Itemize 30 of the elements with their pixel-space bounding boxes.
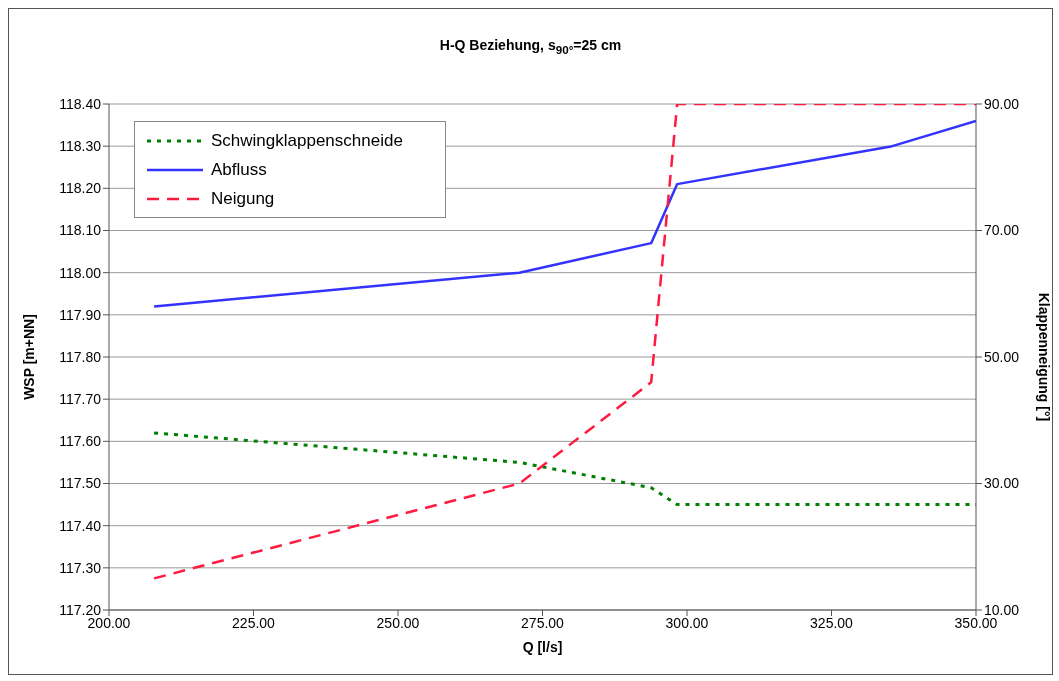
y-tick-label: 117.90 [59, 306, 102, 323]
y-tick-label: 118.20 [59, 180, 102, 197]
chart-title: H-Q Beziehung, s$_{90°}$=25 cm [438, 37, 623, 56]
y2-tick-label: 30.00 [984, 475, 1020, 492]
x-tick-label: 325.00 [810, 614, 854, 631]
y-tick-label: 117.80 [59, 348, 102, 365]
x-tick-label: 225.00 [232, 614, 276, 631]
y2-tick-label: 70.00 [984, 222, 1020, 239]
y-tick-label: 117.30 [59, 559, 102, 576]
y-tick-label: 117.40 [59, 517, 102, 534]
y-tick-label: 118.10 [59, 222, 102, 239]
y-axis-title: WSP [m+NN] [20, 314, 37, 400]
y2-tick-label: 50.00 [984, 348, 1020, 365]
legend-label: Neigung [211, 188, 275, 209]
x-tick-label: 300.00 [665, 614, 709, 631]
y-tick-label: 118.40 [59, 95, 102, 112]
x-tick-label: 275.00 [521, 614, 565, 631]
y-tick-label: 117.70 [59, 391, 102, 408]
legend-label: Abfluss [211, 159, 267, 180]
line-series [152, 104, 976, 580]
y-tick-label: 118.00 [59, 264, 102, 281]
line-series [152, 119, 976, 308]
y-tick-label: 118.30 [59, 138, 102, 155]
y2-axis-title: Klappenneigung [°] [1036, 292, 1053, 422]
y2-tick-label: 90.00 [984, 95, 1020, 112]
x-axis-title: Q [l/s] [522, 639, 563, 655]
x-tick-label: 250.00 [376, 614, 420, 631]
legend-label: Schwingklappenschneide [211, 130, 403, 151]
y-tick-label: 117.60 [59, 433, 102, 450]
y-tick-label: 117.50 [59, 475, 102, 492]
